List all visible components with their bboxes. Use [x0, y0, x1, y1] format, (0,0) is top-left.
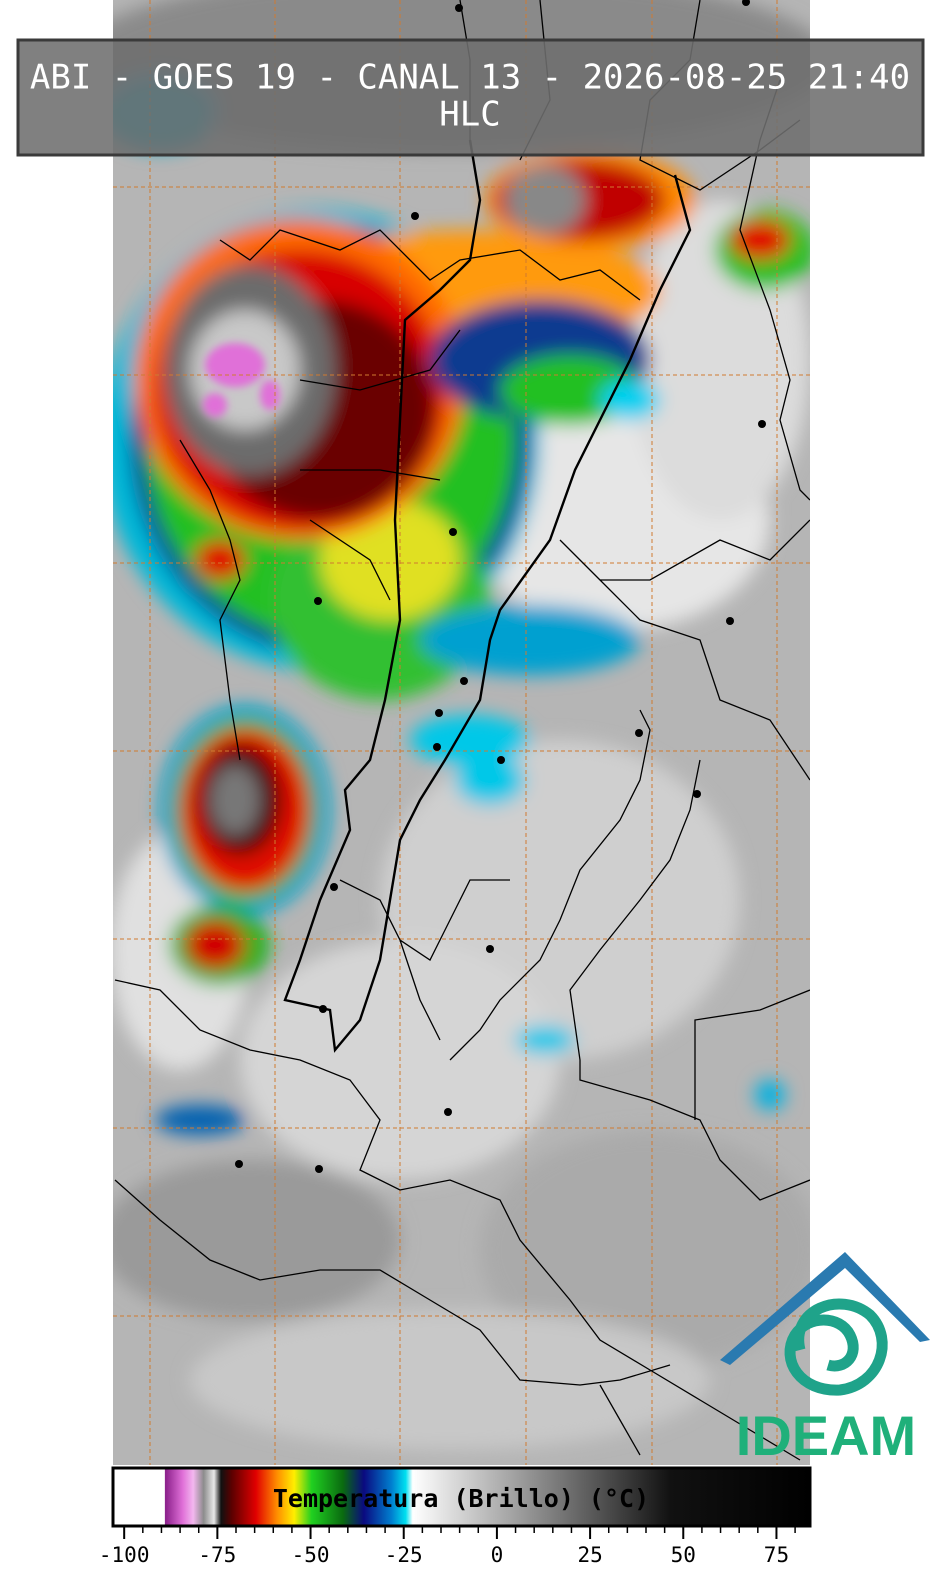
ideam-logo: IDEAM — [720, 1252, 930, 1467]
colorbar-tick-label: 75 — [764, 1543, 789, 1567]
title: ABI - GOES 19 - CANAL 13 - 2026-08-25 21… — [30, 58, 910, 98]
colorbar-tick-label: -100 — [99, 1543, 150, 1567]
graticule — [113, 0, 810, 1465]
colorbar: Temperatura (Brillo) (°C) -100 -75 -50 -25 0… — [99, 1466, 812, 1567]
boundaries — [114, 0, 810, 1461]
colorbar-tick-label: 0 — [491, 1543, 504, 1567]
colorbar-tick-label: -25 — [385, 1543, 423, 1567]
colorbar-tick-label: -50 — [292, 1543, 330, 1567]
map-imagery — [113, 0, 810, 1465]
colorbar-tick-label: -75 — [198, 1543, 236, 1567]
colorbar-tick-label: 50 — [671, 1543, 696, 1567]
colorbar-ramp — [111, 1466, 812, 1528]
colorbar-tick-label: 25 — [577, 1543, 602, 1567]
title-box — [16, 38, 925, 157]
city-markers — [235, 0, 766, 1173]
logo-text: IDEAM — [736, 1404, 916, 1467]
subtitle: HLC — [439, 95, 500, 135]
colorbar-label: Temperatura (Brillo) (°C) — [273, 1484, 649, 1513]
